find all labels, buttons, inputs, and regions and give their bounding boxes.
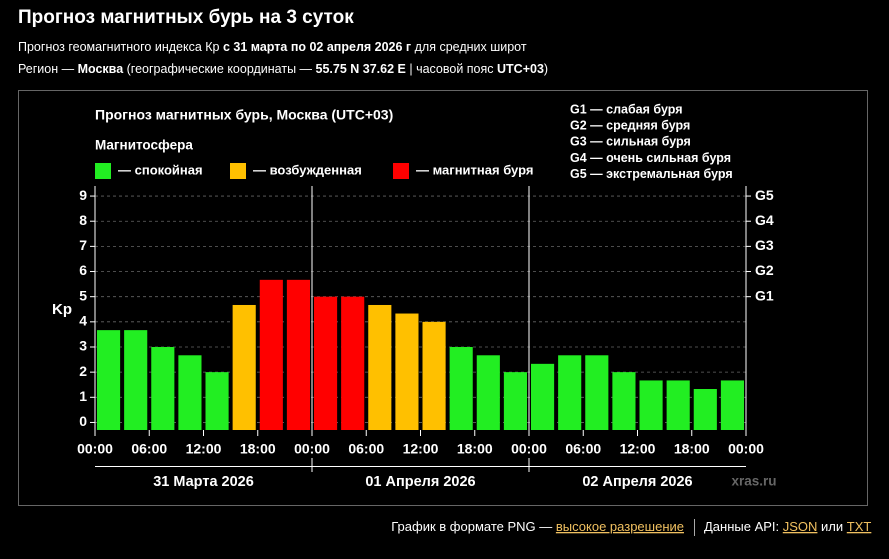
- legend-label: — спокойная: [118, 162, 203, 177]
- chart-frame: [18, 90, 868, 506]
- x-tick-label: 00:00: [728, 441, 764, 457]
- x-tick-label: 12:00: [403, 441, 439, 457]
- subtitle-part: Прогноз геомагнитного индекса Кр: [18, 40, 223, 54]
- bar: [395, 313, 419, 430]
- y-tick-label: 2: [79, 363, 87, 379]
- footer-text: Данные API:: [704, 519, 783, 534]
- bar: [666, 380, 690, 430]
- y-tick-label: 3: [79, 338, 87, 354]
- x-tick-label: 18:00: [674, 441, 710, 457]
- legend-swatch: [95, 163, 111, 179]
- x-tick-label: 06:00: [565, 441, 601, 457]
- legend-label: — возбужденная: [253, 162, 362, 177]
- y-tick-label: 0: [79, 413, 87, 429]
- bar: [368, 304, 392, 430]
- legend-label: — магнитная буря: [416, 162, 533, 177]
- subtitle: Регион — Москва (географические координа…: [18, 62, 548, 76]
- bar: [476, 355, 500, 430]
- bar: [259, 279, 283, 430]
- subtitle-part: ): [544, 62, 548, 76]
- y-tick-label: 7: [79, 237, 87, 253]
- subtitle-part: 55.75 N 37.62 E: [316, 62, 406, 76]
- subtitle-part: | часовой пояс: [406, 62, 497, 76]
- x-tick-label: 00:00: [294, 441, 330, 457]
- y2-tick-label: G4: [755, 212, 774, 228]
- legend-title: Магнитосфера: [95, 138, 193, 153]
- y-tick-label: 8: [79, 212, 87, 228]
- y-tick-label: 6: [79, 262, 87, 278]
- x-tick-label: 12:00: [620, 441, 656, 457]
- x-tick-label: 18:00: [240, 441, 276, 457]
- day-label: 02 Апреля 2026: [582, 474, 692, 490]
- bar: [585, 355, 609, 430]
- bar: [232, 304, 256, 430]
- bar: [422, 321, 446, 430]
- y2-tick-label: G2: [755, 262, 774, 278]
- bar: [720, 380, 744, 430]
- bar: [612, 372, 636, 430]
- y-tick-label: 1: [79, 388, 87, 404]
- subtitle-part: Регион —: [18, 62, 78, 76]
- legend-swatch: [230, 163, 246, 179]
- x-tick-label: 18:00: [457, 441, 493, 457]
- bar: [531, 363, 555, 430]
- storm-level: G4 — очень сильная буря: [570, 151, 731, 165]
- chart-title: Прогноз магнитных бурь, Москва (UTC+03): [95, 107, 393, 123]
- x-tick-label: 06:00: [348, 441, 384, 457]
- y-tick-label: 5: [79, 287, 87, 303]
- watermark: xras.ru: [731, 474, 776, 489]
- subtitle-part: Москва: [78, 62, 125, 76]
- bar: [286, 279, 310, 430]
- day-label: 31 Марта 2026: [153, 474, 254, 490]
- subtitle-part: с 31 марта по 02 апреля 2026 г: [223, 40, 411, 54]
- bar: [503, 372, 527, 430]
- bar: [341, 296, 365, 430]
- subtitle-part: для средних широт: [411, 40, 527, 54]
- x-tick-label: 00:00: [511, 441, 547, 457]
- page-title: Прогноз магнитных бурь на 3 суток: [18, 7, 354, 28]
- footer-api: Данные API: JSON или TXT: [704, 519, 871, 534]
- x-tick-label: 12:00: [186, 441, 222, 457]
- footer-text: График в формате PNG —: [391, 519, 556, 534]
- day-label: 01 Апреля 2026: [365, 474, 475, 490]
- subtitle-part: UTC+03: [497, 62, 544, 76]
- storm-level: G3 — сильная буря: [570, 135, 691, 149]
- y-axis-label: Kp: [52, 301, 72, 318]
- y-tick-label: 4: [79, 313, 87, 329]
- bar: [178, 355, 202, 430]
- y2-tick-label: G1: [755, 287, 774, 303]
- footer-text: или: [817, 519, 846, 534]
- y2-tick-label: G5: [755, 187, 774, 203]
- hires-link[interactable]: высокое разрешение: [556, 519, 684, 534]
- y2-tick-label: G3: [755, 237, 774, 253]
- footer-png: График в формате PNG — высокое разрешени…: [391, 519, 684, 534]
- legend-swatch: [393, 163, 409, 179]
- subtitle-part: (географические координаты —: [123, 62, 315, 76]
- x-tick-label: 00:00: [77, 441, 113, 457]
- bar: [693, 388, 717, 430]
- bar: [124, 330, 148, 430]
- json-link[interactable]: JSON: [783, 519, 818, 534]
- storm-level: G5 — экстремальная буря: [570, 167, 733, 181]
- bar: [205, 372, 229, 430]
- x-tick-label: 06:00: [131, 441, 167, 457]
- storm-level: G2 — средняя буря: [570, 118, 690, 132]
- bar: [314, 296, 338, 430]
- bar: [97, 330, 121, 430]
- bar: [151, 346, 175, 430]
- storm-level: G1 — слабая буря: [570, 102, 683, 116]
- bar: [639, 380, 663, 430]
- y-tick-label: 9: [79, 187, 87, 203]
- bar: [558, 355, 582, 430]
- bar: [449, 346, 473, 430]
- subtitle: Прогноз геомагнитного индекса Кр с 31 ма…: [18, 40, 527, 54]
- txt-link[interactable]: TXT: [847, 519, 872, 534]
